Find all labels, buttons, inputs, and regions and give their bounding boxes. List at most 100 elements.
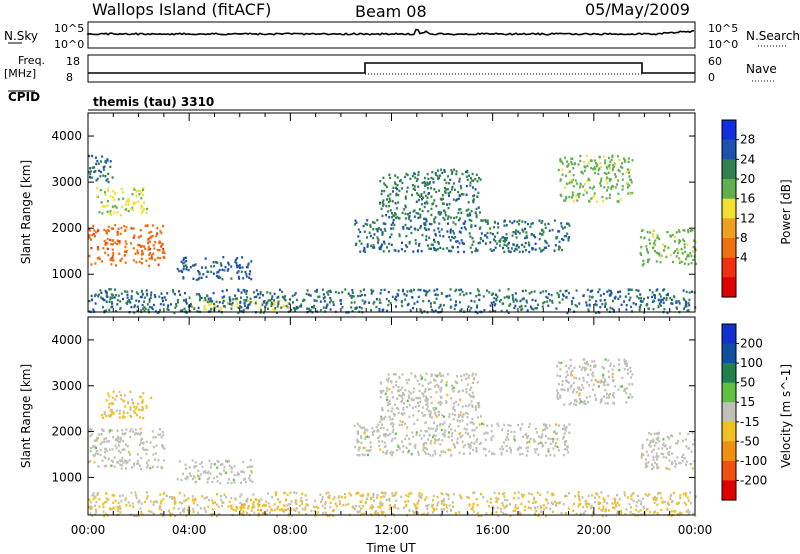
echo-cell (121, 459, 124, 462)
echo-cell (358, 505, 361, 508)
echo-cell (362, 224, 365, 228)
echo-cell (629, 366, 632, 370)
echo-cell (161, 243, 164, 247)
freq-tick-top: 18 (66, 55, 80, 68)
echo-cell (245, 289, 248, 293)
echo-cell (199, 462, 202, 466)
echo-cell (464, 444, 467, 447)
echo-cell (649, 242, 652, 245)
echo-cell (143, 207, 145, 211)
echo-cell (124, 432, 127, 435)
echo-cell (112, 501, 115, 504)
echo-cell (514, 304, 517, 308)
echo-cell (119, 259, 122, 263)
echo-cell (182, 267, 185, 271)
echo-cell (623, 359, 626, 363)
echo-cell (88, 235, 91, 238)
echo-cell (264, 305, 267, 308)
echo-cell (90, 505, 93, 508)
echo-cell (672, 491, 675, 495)
echo-cell (398, 423, 401, 427)
echo-cell (160, 292, 163, 295)
echo-cell (478, 423, 481, 426)
echo-cell (401, 304, 404, 308)
echo-cell (397, 294, 400, 297)
echo-cell (516, 220, 519, 224)
echo-cell (574, 399, 576, 402)
echo-cell (571, 157, 574, 161)
echo-cell (419, 288, 422, 292)
echo-cell (523, 508, 526, 512)
echo-cell (110, 408, 113, 412)
echo-cell (640, 246, 643, 249)
echo-cell (313, 505, 316, 509)
echo-cell (561, 227, 564, 230)
echo-cell (625, 364, 628, 367)
echo-cell (96, 159, 99, 163)
echo-cell (465, 209, 468, 212)
echo-cell (124, 498, 127, 501)
echo-cell (326, 291, 329, 294)
echo-cell (266, 509, 269, 512)
echo-cell (385, 386, 388, 389)
echo-cell (478, 177, 480, 180)
echo-cell (107, 406, 110, 409)
echo-cell (496, 506, 499, 509)
echo-cell (381, 418, 384, 421)
echo-cell (470, 299, 473, 303)
echo-cell (488, 450, 491, 453)
echo-cell (287, 514, 290, 517)
echo-cell (430, 187, 433, 190)
echo-cell (414, 405, 417, 409)
echo-cell (442, 415, 445, 418)
echo-cell (653, 294, 656, 297)
echo-cell (394, 297, 397, 300)
echo-cell (112, 411, 115, 415)
echo-cell (433, 449, 436, 453)
echo-cell (658, 237, 661, 241)
echo-cell (578, 394, 581, 397)
echo-cell (434, 438, 436, 441)
echo-cell (129, 435, 132, 439)
echo-cell (565, 439, 568, 443)
echo-cell (566, 164, 569, 168)
echo-cell (499, 447, 502, 451)
echo-cell (106, 210, 109, 213)
echo-cell (652, 497, 655, 500)
echo-cell (158, 505, 161, 508)
echo-cell (113, 211, 116, 214)
echo-cell (192, 277, 195, 280)
echo-cell (668, 453, 671, 456)
echo-cell (162, 303, 165, 306)
echo-cell (193, 502, 196, 505)
y-tick-label: 2000 (51, 425, 82, 439)
echo-cell (294, 509, 297, 513)
echo-cell (560, 160, 563, 163)
echo-cell (403, 412, 406, 415)
echo-cell (120, 292, 123, 295)
echo-cell (690, 450, 693, 453)
echo-cell (158, 249, 161, 252)
echo-cell (506, 236, 508, 240)
echo-cell (193, 307, 196, 310)
echo-cell (558, 240, 561, 244)
echo-cell (547, 450, 550, 453)
echo-cell (518, 250, 521, 254)
echo-cell (656, 288, 659, 291)
echo-cell (277, 498, 280, 501)
nsearch-tick-top: 10^5 (708, 22, 738, 35)
echo-cell (417, 453, 420, 456)
echo-cell (130, 305, 133, 309)
echo-cell (612, 395, 615, 399)
echo-cell (440, 450, 443, 453)
echo-cell (525, 454, 528, 457)
echo-cell (636, 494, 639, 497)
echo-cell (578, 402, 581, 405)
echo-cell (589, 290, 592, 293)
echo-cell (236, 471, 239, 474)
echo-cell (95, 449, 98, 453)
echo-cell (472, 491, 475, 495)
echo-cell (386, 246, 388, 249)
echo-cell (389, 236, 392, 239)
echo-cell (301, 502, 304, 506)
